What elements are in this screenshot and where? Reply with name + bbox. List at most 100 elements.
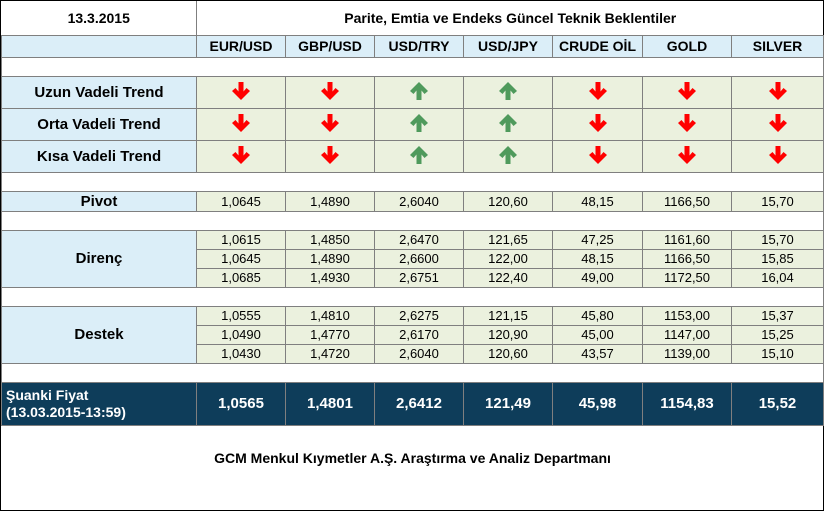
- arrow-up-icon: [497, 112, 519, 134]
- current-price-value: 121,49: [463, 381, 553, 426]
- current-price-value: 45,98: [552, 381, 643, 426]
- resistance-row: 1,0645 1,4890 2,6600 122,00 48,15 1166,50 15,8…: [2, 248, 824, 269]
- arrow-down-icon: [587, 144, 609, 166]
- current-price-value: 1,4801: [285, 381, 375, 426]
- spacer-cell: [1, 171, 824, 192]
- resistance-value: 2,6470: [374, 229, 464, 250]
- trend-arrow-cell: [196, 107, 286, 141]
- trend-row: Orta Vadeli Trend: [1, 107, 824, 141]
- pivot-value: 48,15: [552, 190, 643, 212]
- resistance-value: 1172,50: [642, 267, 732, 288]
- support-value: 2,6170: [374, 324, 464, 345]
- resistance-value: 122,40: [463, 267, 553, 288]
- resistance-value: 1,4930: [285, 267, 375, 288]
- resistance-value: 1,4850: [285, 229, 375, 250]
- support-value: 121,15: [463, 305, 553, 326]
- footer-row: GCM Menkul Kıymetler A.Ş. Araştırma ve A…: [2, 425, 824, 490]
- footer-text: GCM Menkul Kıymetler A.Ş. Araştırma ve A…: [214, 449, 611, 466]
- trend-arrow-cell: [374, 107, 464, 141]
- arrow-down-icon: [767, 80, 789, 102]
- arrow-down-icon: [676, 144, 698, 166]
- arrow-up-icon: [408, 80, 430, 102]
- arrow-up-icon: [408, 144, 430, 166]
- resistance-value: 122,00: [463, 248, 553, 269]
- column-header-3: USD/TRY: [374, 34, 464, 58]
- support-value: 45,00: [552, 324, 643, 345]
- column-header-2: GBP/USD: [285, 34, 375, 58]
- pivot-label: Pivot: [1, 190, 197, 212]
- arrow-down-icon: [767, 144, 789, 166]
- resistance-value: 16,04: [731, 267, 824, 288]
- trend-arrow-cell: [285, 75, 375, 109]
- support-label: Destek: [1, 305, 197, 364]
- report-title: Parite, Emtia ve Endeks Güncel Teknik Be…: [196, 1, 824, 36]
- resistance-value: 1,0685: [196, 267, 286, 288]
- trend-arrow-cell: [374, 139, 464, 173]
- spacer-row-2: [1, 171, 824, 192]
- support-value: 1,4720: [285, 343, 375, 364]
- support-row: Destek 1,0555 1,4810 2,6275 121,15 45,80 1153,…: [1, 305, 824, 364]
- support-value: 45,80: [552, 305, 643, 326]
- support-value: 120,60: [463, 343, 553, 364]
- resistance-value: 1,0645: [196, 248, 286, 269]
- trend-arrow-cell: [552, 75, 643, 109]
- arrow-down-icon: [587, 80, 609, 102]
- arrow-down-icon: [230, 80, 252, 102]
- trend-arrow-cell: [374, 75, 464, 109]
- current-price-value: 2,6412: [374, 381, 464, 426]
- pivot-value: 1166,50: [642, 190, 732, 212]
- trend-arrow-cell: [463, 107, 553, 141]
- resistance-value: 1166,50: [642, 248, 732, 269]
- column-header-4: USD/JPY: [463, 34, 553, 58]
- resistance-label: Direnç: [1, 229, 197, 288]
- spacer-cell: [1, 210, 824, 231]
- pivot-value: 1,4890: [285, 190, 375, 212]
- spacer-cell: [1, 286, 824, 307]
- pivot-value: 120,60: [463, 190, 553, 212]
- trend-arrow-cell: [642, 75, 732, 109]
- column-header-6: GOLD: [642, 34, 732, 58]
- current-price-title: Şuanki Fiyat: [6, 386, 89, 403]
- pivot-value: 2,6040: [374, 190, 464, 212]
- arrow-down-icon: [230, 144, 252, 166]
- resistance-value: 47,25: [552, 229, 643, 250]
- support-value: 1139,00: [642, 343, 732, 364]
- resistance-value: 15,85: [731, 248, 824, 269]
- support-value: 1,0490: [196, 324, 286, 345]
- trend-arrow-cell: [731, 75, 824, 109]
- arrow-up-icon: [408, 112, 430, 134]
- trend-arrow-cell: [196, 75, 286, 109]
- current-price-timestamp: (13.03.2015-13:59): [6, 403, 126, 420]
- current-price-value: 1154,83: [642, 381, 732, 426]
- trend-arrow-cell: [285, 139, 375, 173]
- trend-label: Uzun Vadeli Trend: [1, 75, 197, 109]
- arrow-down-icon: [767, 112, 789, 134]
- trend-arrow-cell: [731, 107, 824, 141]
- trend-arrow-cell: [642, 107, 732, 141]
- current-price-value: 1,0565: [196, 381, 286, 426]
- spacer-row-5: [1, 362, 824, 383]
- spacer-row-4: [1, 286, 824, 307]
- column-header-row: EUR/USD GBP/USD USD/TRY USD/JPY CRUDE OİL GOL…: [1, 34, 824, 58]
- support-row: 1,0430 1,4720 2,6040 120,60 43,57 1139,00 15,1…: [2, 343, 824, 364]
- support-value: 43,57: [552, 343, 643, 364]
- resistance-value: 121,65: [463, 229, 553, 250]
- trend-arrow-cell: [552, 107, 643, 141]
- support-value: 15,25: [731, 324, 824, 345]
- current-price-value: 15,52: [731, 381, 824, 426]
- trend-arrow-cell: [463, 139, 553, 173]
- support-row: 1,0490 1,4770 2,6170 120,90 45,00 1147,00 15,2…: [2, 324, 824, 345]
- column-header-1: EUR/USD: [196, 34, 286, 58]
- arrow-down-icon: [676, 112, 698, 134]
- trend-row: Kısa Vadeli Trend: [1, 139, 824, 173]
- support-value: 2,6040: [374, 343, 464, 364]
- column-header-5: CRUDE OİL: [552, 34, 643, 58]
- trend-row: Uzun Vadeli Trend: [1, 75, 824, 109]
- support-value: 1147,00: [642, 324, 732, 345]
- report-date: 13.3.2015: [1, 1, 197, 36]
- support-value: 1,4770: [285, 324, 375, 345]
- arrow-down-icon: [676, 80, 698, 102]
- pivot-value: 1,0645: [196, 190, 286, 212]
- resistance-value: 2,6600: [374, 248, 464, 269]
